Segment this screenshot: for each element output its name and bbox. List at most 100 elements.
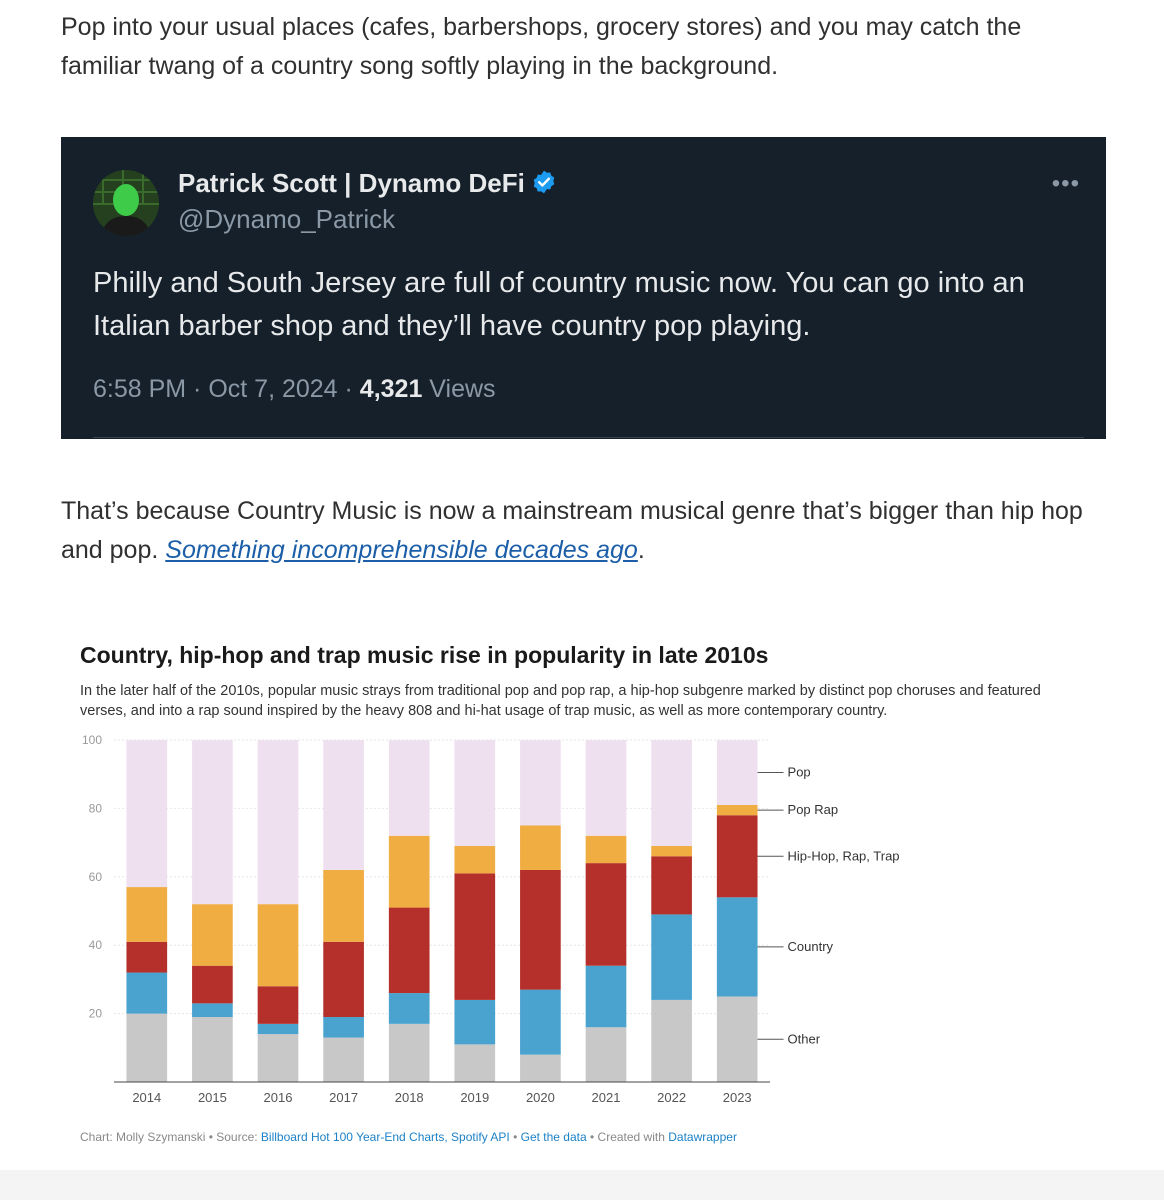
tweet-date[interactable]: Oct 7, 2024 bbox=[208, 375, 338, 403]
chart-footer: Chart: Molly Szymanski • Source: Billboa… bbox=[80, 1130, 737, 1144]
bar-segment-pop bbox=[388, 740, 430, 836]
stacked-bar-chart: 100 80 60 40 20 2014 2015 2016 2017 2018 2019 2020 2… bbox=[82, 733, 900, 1105]
x-tick-label: 2020 bbox=[526, 1090, 555, 1105]
tweet-handle[interactable]: @Dynamo_Patrick bbox=[178, 204, 396, 234]
x-tick-label: 2016 bbox=[264, 1090, 293, 1105]
bar-segment-pop bbox=[716, 740, 758, 805]
x-tick-label: 2022 bbox=[657, 1090, 686, 1105]
bar-segment-pop-rap bbox=[454, 846, 496, 874]
bar-segment-other bbox=[520, 1054, 561, 1082]
embedded-tweet[interactable]: Patrick Scott | Dynamo DeFi @Dynamo_Patr… bbox=[61, 137, 1106, 439]
bar-segment-country bbox=[126, 972, 168, 1014]
bar-segment-hip-hop-rap-trap bbox=[454, 873, 496, 1000]
article-paragraph-2: That’s because Country Music is now a ma… bbox=[61, 492, 1091, 570]
bar-segment-hip-hop-rap-trap bbox=[520, 869, 561, 990]
meta-separator: · bbox=[337, 375, 360, 403]
datawrapper-link[interactable]: Datawrapper bbox=[668, 1130, 737, 1144]
bar-segment-hip-hop-rap-trap bbox=[716, 815, 758, 898]
bar-segment-pop bbox=[454, 740, 496, 847]
bar-segment-country bbox=[257, 1023, 299, 1035]
tweet-views-count: 4,321 bbox=[359, 375, 423, 403]
footer-separator: • Created with bbox=[586, 1130, 669, 1144]
bar-segment-other bbox=[454, 1044, 496, 1082]
author-name-text[interactable]: Patrick Scott | Dynamo DeFi bbox=[178, 168, 525, 198]
bar-segment-pop-rap bbox=[651, 846, 692, 857]
meta-separator: · bbox=[186, 375, 209, 403]
bar-segment-country bbox=[388, 993, 430, 1024]
bar-segment-country bbox=[585, 965, 627, 1028]
bar-segment-pop-rap bbox=[585, 835, 627, 864]
bar-segment-pop-rap bbox=[388, 835, 430, 908]
y-tick-label: 40 bbox=[89, 938, 103, 952]
x-tick-label: 2021 bbox=[592, 1090, 621, 1105]
x-tick-label: 2019 bbox=[460, 1090, 489, 1105]
avatar[interactable] bbox=[93, 170, 159, 236]
bar-segment-pop-rap bbox=[323, 869, 364, 942]
page-bottom-strip bbox=[0, 1170, 1164, 1200]
bar-segment-pop bbox=[323, 740, 364, 870]
y-tick-label: 20 bbox=[89, 1007, 103, 1021]
chart-subtitle: In the later half of the 2010s, popular … bbox=[80, 683, 1041, 719]
bar-segment-country bbox=[192, 1003, 233, 1018]
y-tick-label: 60 bbox=[89, 870, 103, 884]
bar-segment-hip-hop-rap-trap bbox=[126, 941, 168, 973]
bar-segment-pop-rap bbox=[520, 825, 561, 870]
series-label: Pop Rap bbox=[788, 802, 839, 817]
footer-separator: • bbox=[509, 1130, 521, 1144]
x-tick-label: 2015 bbox=[198, 1090, 227, 1105]
tweet-views-label: Views bbox=[422, 375, 496, 403]
bar-segment-pop bbox=[520, 740, 561, 826]
bar-segment-hip-hop-rap-trap bbox=[192, 965, 233, 1004]
chart-source-link[interactable]: Billboard Hot 100 Year-End Charts, Spoti… bbox=[260, 1130, 510, 1144]
series-label: Pop bbox=[788, 764, 811, 779]
verified-badge-icon bbox=[531, 169, 557, 202]
bar-segment-country bbox=[520, 989, 561, 1055]
bar-segment-other bbox=[323, 1037, 364, 1082]
bar-segment-other bbox=[651, 999, 692, 1082]
bar-segment-hip-hop-rap-trap bbox=[257, 986, 299, 1024]
bar-segment-pop-rap bbox=[126, 887, 168, 942]
bar-segment-other bbox=[585, 1027, 627, 1082]
bar-segment-pop-rap bbox=[192, 904, 233, 966]
tweet-divider bbox=[93, 437, 1084, 438]
bar-segment-pop bbox=[192, 740, 233, 905]
paragraph-2-text: That’s because Country Music is now a ma… bbox=[61, 497, 1083, 564]
bar-segment-hip-hop-rap-trap bbox=[323, 941, 364, 1018]
series-label: Hip-Hop, Rap, Trap bbox=[788, 848, 900, 863]
bar-segment-pop-rap bbox=[257, 904, 299, 987]
bar-segment-pop bbox=[257, 740, 299, 905]
bar-segment-country bbox=[454, 999, 496, 1045]
x-tick-label: 2014 bbox=[132, 1090, 161, 1105]
bar-segment-other bbox=[192, 1017, 233, 1082]
tweet-time[interactable]: 6:58 PM bbox=[93, 375, 187, 403]
bar-segment-other bbox=[257, 1034, 299, 1082]
bar-segment-hip-hop-rap-trap bbox=[651, 856, 692, 915]
bar-segment-pop bbox=[126, 740, 168, 888]
x-tick-label: 2018 bbox=[395, 1090, 424, 1105]
get-the-data-link[interactable]: Get the data bbox=[520, 1130, 587, 1144]
bar-segment-pop-rap bbox=[716, 804, 758, 816]
bar-segment-other bbox=[388, 1023, 430, 1082]
bar-segment-pop bbox=[651, 740, 692, 847]
chart-card: Country, hip-hop and trap music rise in … bbox=[62, 612, 1102, 1160]
bar-segment-other bbox=[716, 996, 758, 1082]
more-options-icon[interactable]: ••• bbox=[1051, 170, 1080, 197]
chart-credit: Chart: Molly Szymanski • Source: bbox=[80, 1130, 261, 1144]
tweet-text: Philly and South Jersey are full of coun… bbox=[93, 267, 1025, 342]
bar-segment-hip-hop-rap-trap bbox=[585, 863, 627, 966]
article-paragraph-1: Pop into your usual places (cafes, barbe… bbox=[61, 13, 1022, 80]
bar-segment-pop bbox=[585, 740, 627, 836]
bar-segment-hip-hop-rap-trap bbox=[388, 907, 430, 994]
tweet-meta: 6:58 PM · Oct 7, 2024 · 4,321 Views bbox=[93, 375, 496, 404]
tweet-author-name[interactable]: Patrick Scott | Dynamo DeFi bbox=[178, 168, 557, 202]
inline-link[interactable]: Something incomprehensible decades ago bbox=[165, 536, 638, 564]
bar-segment-country bbox=[323, 1017, 364, 1038]
y-tick-label: 100 bbox=[82, 733, 102, 747]
series-label: Country bbox=[788, 939, 834, 954]
bar-segment-country bbox=[651, 914, 692, 1000]
x-tick-label: 2023 bbox=[723, 1090, 752, 1105]
series-label: Other bbox=[788, 1031, 821, 1046]
paragraph-2-end: . bbox=[637, 536, 645, 564]
bar-segment-other bbox=[126, 1013, 168, 1082]
chart-title: Country, hip-hop and trap music rise in … bbox=[80, 642, 769, 668]
